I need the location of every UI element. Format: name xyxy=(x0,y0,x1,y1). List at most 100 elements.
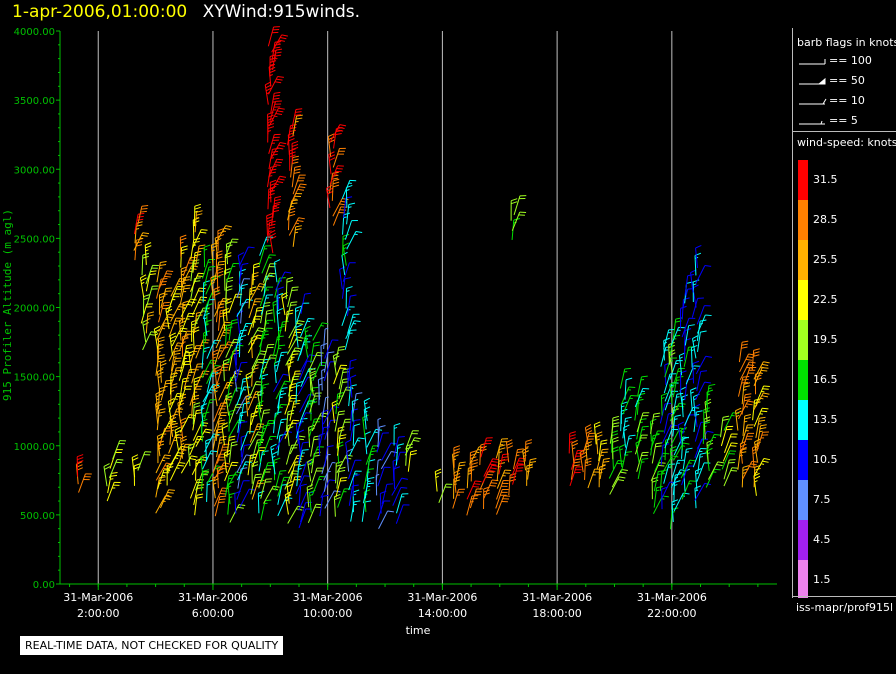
wind-barb xyxy=(270,443,277,467)
wind-barb xyxy=(742,413,752,436)
wind-barb xyxy=(650,430,664,450)
y-tick-label: 4000.00 xyxy=(14,27,55,38)
wind-barb xyxy=(322,396,329,418)
wind-barb xyxy=(650,462,666,482)
wind-barb xyxy=(284,394,298,415)
wind-barb xyxy=(308,418,321,439)
speed-swatch xyxy=(798,240,808,280)
wind-barb xyxy=(344,329,357,350)
wind-barb xyxy=(273,457,281,481)
wind-barb xyxy=(213,402,228,422)
wind-barb xyxy=(738,400,755,420)
wind-barb xyxy=(324,445,334,467)
wind-barb xyxy=(361,500,372,522)
wind-barb xyxy=(348,437,365,456)
wind-barb xyxy=(289,400,301,421)
wind-barb xyxy=(407,450,417,472)
wind-barb xyxy=(510,198,518,221)
wind-barb xyxy=(291,108,303,130)
wind-barb xyxy=(753,458,771,477)
wind-barb xyxy=(309,392,322,413)
wind-barb xyxy=(225,474,236,496)
legend-divider xyxy=(793,131,896,132)
wind-barb xyxy=(103,463,111,487)
wind-barb xyxy=(299,360,314,380)
wind-barb xyxy=(756,424,767,446)
wind-barb xyxy=(395,504,410,524)
wind-barb xyxy=(634,387,650,408)
speed-label: 31.5 xyxy=(813,173,838,186)
wind-barb xyxy=(259,286,274,307)
wind-barb xyxy=(470,459,479,482)
wind-barb xyxy=(341,179,357,200)
wind-barb xyxy=(266,220,276,243)
wind-barb xyxy=(483,479,499,499)
wind-barb xyxy=(248,327,265,346)
wind-barb xyxy=(707,461,725,480)
wind-barb xyxy=(743,366,757,387)
wind-barb xyxy=(269,100,282,121)
wind-barb xyxy=(270,91,281,114)
wind-barb xyxy=(619,444,626,468)
wind-barb xyxy=(292,174,306,195)
wind-barb xyxy=(190,238,201,260)
wind-barb xyxy=(375,459,382,481)
wind-barb xyxy=(664,428,679,449)
wind-barb xyxy=(221,422,229,446)
wind-barb xyxy=(182,344,193,366)
speed-swatch xyxy=(798,360,808,400)
wind-barb xyxy=(455,461,466,483)
wind-barb xyxy=(76,454,84,477)
wind-barb xyxy=(260,499,272,521)
wind-barb xyxy=(291,165,302,188)
wind-barb xyxy=(252,306,264,328)
wind-barb xyxy=(288,350,300,372)
wind-barb xyxy=(756,431,769,452)
speed-swatch xyxy=(798,200,808,240)
wind-barb xyxy=(262,263,277,283)
flag-100-label: == 100 xyxy=(829,54,872,67)
speed-legend-title: wind-speed: knots xyxy=(797,136,896,149)
wind-barb xyxy=(267,26,280,47)
wind-barb xyxy=(291,140,299,164)
wind-barb xyxy=(272,195,282,218)
wind-barb xyxy=(78,473,92,493)
wind-barb xyxy=(257,490,265,514)
wind-barb xyxy=(344,220,358,240)
wind-barb xyxy=(695,244,702,268)
wind-barb xyxy=(637,425,649,447)
wind-barb xyxy=(174,426,182,450)
wind-barb xyxy=(680,305,687,329)
wind-barb xyxy=(697,452,707,475)
wind-barb xyxy=(378,510,394,530)
wind-barb xyxy=(723,459,736,480)
wind-barb xyxy=(131,454,139,478)
wind-barb xyxy=(298,441,309,463)
speed-label: 10.5 xyxy=(813,453,838,466)
wind-barb xyxy=(179,234,187,258)
wind-barb xyxy=(144,242,152,265)
wind-barb xyxy=(335,477,348,498)
wind-barb xyxy=(327,133,335,157)
wind-barb xyxy=(740,432,755,453)
wind-barb xyxy=(234,490,241,514)
wind-barb xyxy=(236,278,251,298)
wind-barb xyxy=(347,313,360,334)
speed-label: 22.5 xyxy=(813,293,838,306)
wind-barb xyxy=(696,462,711,482)
wind-barb xyxy=(168,317,183,338)
wind-barb xyxy=(107,471,118,494)
wind-barb xyxy=(651,442,663,464)
wind-barb xyxy=(511,457,526,477)
wind-barb xyxy=(696,430,714,449)
wind-barb xyxy=(346,294,357,316)
wind-barb xyxy=(336,466,346,489)
wind-barb xyxy=(677,421,684,445)
wind-barb xyxy=(159,359,167,383)
flag-50-label: == 50 xyxy=(829,74,865,87)
wind-barb xyxy=(755,385,770,405)
wind-barb xyxy=(215,419,226,441)
wind-barb xyxy=(381,483,394,505)
wind-barb xyxy=(694,485,701,509)
wind-barb xyxy=(137,205,149,226)
